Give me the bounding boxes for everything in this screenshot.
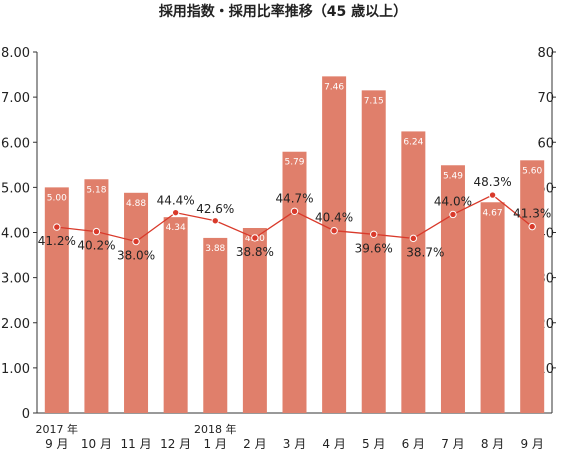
ratio-point (132, 237, 140, 246)
left-tick-label: 0 (22, 407, 30, 422)
x-tick-label: 11 月 (120, 437, 151, 451)
ratio-value-label: 44.0% (434, 194, 472, 208)
bar (163, 217, 188, 413)
x-tick-label: 8 月 (481, 437, 504, 451)
bar (322, 76, 347, 414)
chart-title: 採用指数・採用比率推移（45 歳以上） (159, 3, 407, 20)
ratio-point (92, 227, 101, 236)
ratio-value-label: 42.6% (196, 202, 234, 216)
bar-value-label: 5.18 (86, 185, 106, 195)
left-tick-label: 8.00 (1, 46, 30, 61)
bar-value-label: 5.00 (47, 193, 67, 203)
bar-value-label: 7.15 (364, 96, 384, 106)
left-tick-label: 4.00 (1, 227, 30, 242)
ratio-point (53, 223, 61, 231)
ratio-value-label: 38.8% (236, 245, 274, 259)
bar (440, 165, 465, 413)
ratio-value-label: 44.7% (275, 191, 313, 205)
ratio-value-label: 44.4% (157, 194, 195, 208)
bar (242, 227, 267, 413)
x-tick-label: 6 月 (402, 437, 425, 451)
left-tick-label: 2.00 (1, 317, 30, 332)
ratio-line-layer (53, 191, 536, 246)
right-tick-label: 80 (537, 46, 554, 61)
ratio-point (449, 210, 457, 219)
bar (84, 179, 109, 413)
bar-value-label: 5.49 (443, 171, 463, 181)
right-tick-label: 70 (537, 91, 554, 106)
ratio-point (330, 226, 338, 235)
x-tick-label: 2 月 (243, 437, 266, 451)
ratio-point (211, 217, 219, 225)
ratio-point (290, 207, 299, 215)
ratio-point (171, 208, 180, 217)
left-tick-label: 7.00 (1, 91, 30, 106)
left-tick-label: 5.00 (1, 181, 30, 196)
year-label: 2017 年 (36, 422, 79, 436)
bar-value-label: 6.24 (403, 137, 423, 147)
x-tick-label: 5 月 (362, 437, 385, 451)
ratio-value-label: 40.4% (315, 211, 353, 225)
bar (401, 131, 426, 414)
x-tick-label: 4 月 (322, 437, 345, 451)
right-tick-label: 60 (537, 136, 554, 151)
bar (44, 187, 69, 413)
left-tick-label: 6.00 (1, 136, 30, 151)
bar-value-label: 3.88 (205, 244, 225, 254)
ratio-value-label: 39.6% (355, 241, 393, 255)
x-axis-labels: 9 月 10 月 11 月 12 月 1 月 2 月 3 月 4 月 5 月 6 月 7 月 8 月 9… (36, 422, 544, 451)
bar (361, 90, 386, 413)
bar-value-label: 7.46 (324, 82, 344, 92)
x-tick-label: 9 月 (45, 437, 68, 451)
x-tick-label: 1 月 (204, 437, 227, 451)
bar (203, 237, 228, 413)
bar-value-label: 5.60 (522, 166, 542, 176)
bar-value-label: 4.67 (483, 208, 503, 218)
ratio-value-label: 48.3% (474, 175, 512, 189)
axes: 01.002.003.004.005.006.007.008.001020304… (1, 46, 556, 422)
ratio-labels: 41.2% 40.2%38.0% 44.4%42.6% 38.8% 44.7%40.4%… (38, 175, 552, 262)
ratio-point (251, 234, 259, 242)
ratio-value-label: 38.7% (406, 245, 444, 259)
left-tick-label: 3.00 (1, 272, 30, 287)
bar-value-label: 5.79 (284, 158, 304, 168)
left-tick-label: 1.00 (1, 362, 30, 377)
x-tick-label: 10 月 (81, 437, 112, 451)
x-tick-label: 7 月 (441, 437, 464, 451)
ratio-value-label: 41.3% (513, 207, 551, 221)
ratio-value-label: 41.2% (38, 234, 76, 248)
ratio-point (488, 191, 497, 199)
bar-value-label: 4.34 (166, 223, 186, 233)
x-tick-label: 3 月 (283, 437, 306, 451)
bars (44, 76, 545, 414)
bar-value-label: 4.88 (126, 199, 146, 209)
bar (480, 202, 505, 413)
ratio-point (528, 222, 536, 231)
bar (520, 160, 545, 413)
ratio-value-label: 38.0% (117, 249, 155, 263)
ratio-point (409, 234, 418, 243)
bar (124, 192, 149, 413)
year-label: 2018 年 (194, 422, 237, 436)
ratio-point (370, 230, 378, 239)
bar (282, 151, 307, 413)
x-tick-label: 9 月 (520, 437, 543, 451)
x-tick-label: 12 月 (160, 437, 191, 451)
ratio-value-label: 40.2% (77, 239, 115, 253)
